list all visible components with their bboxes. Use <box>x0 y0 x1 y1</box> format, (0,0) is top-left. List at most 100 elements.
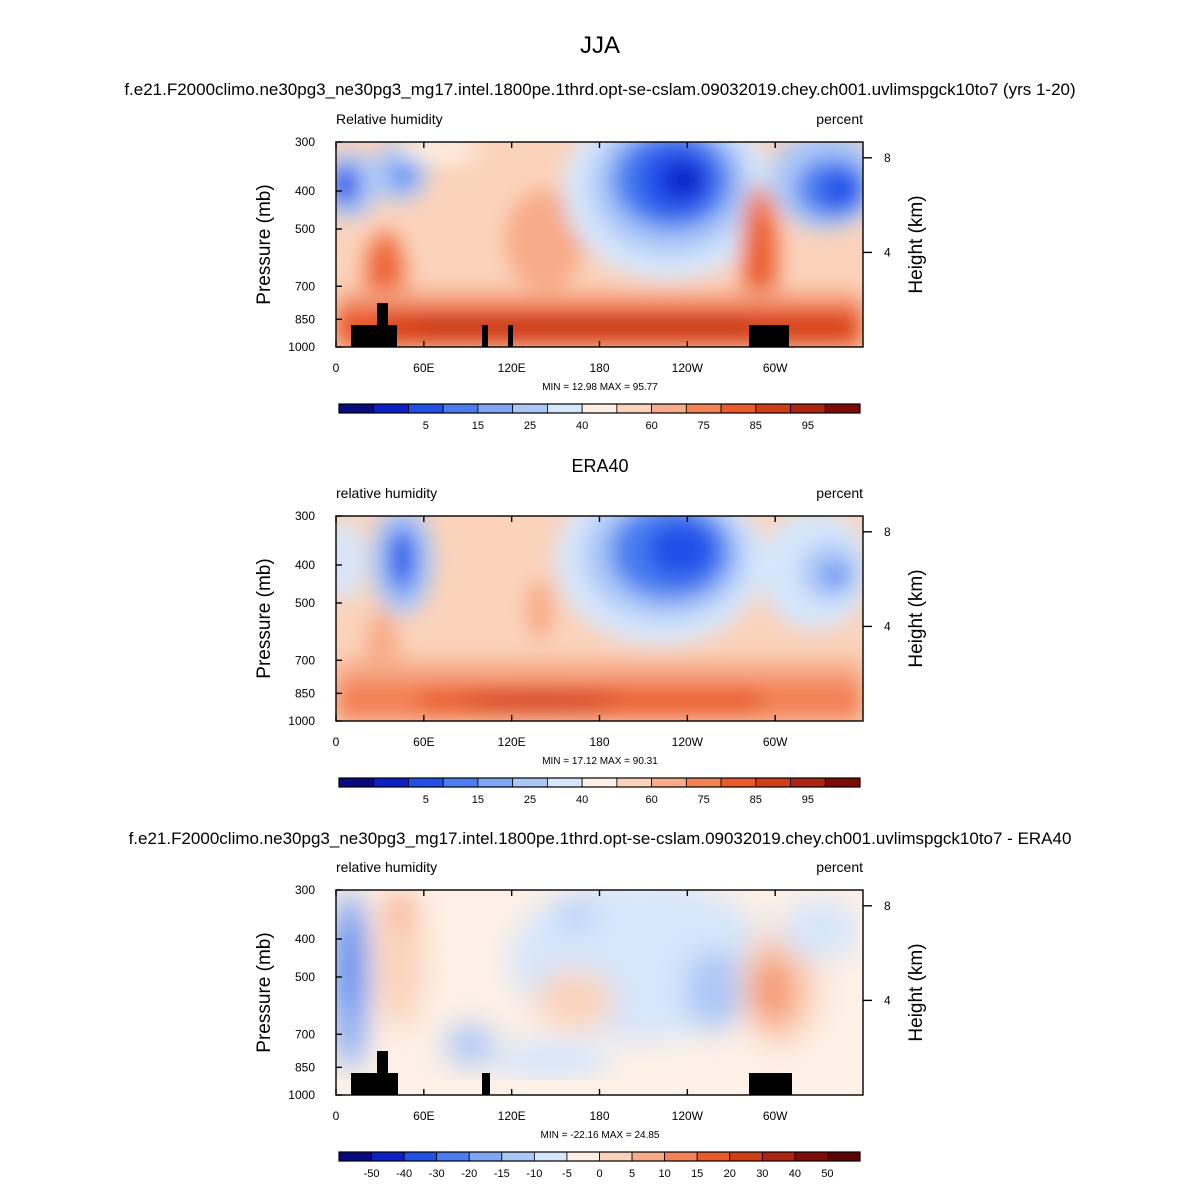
colorbar-box <box>477 403 514 414</box>
colorbar-label: -50 <box>364 1168 380 1180</box>
colorbar-label: 95 <box>802 420 814 432</box>
y-axis-label: Pressure (mb) <box>254 932 275 1052</box>
colorbar-box <box>794 1151 828 1162</box>
y2-tick-label: 8 <box>884 151 891 165</box>
y2-axis-label: Height (km) <box>906 943 927 1041</box>
colorbar-box <box>373 777 409 788</box>
colorbar-box <box>827 1151 861 1162</box>
panel1-variable-label: Relative humidity <box>336 111 443 127</box>
colorbar-box <box>371 1151 405 1162</box>
colorbar-box <box>477 777 514 788</box>
colorbar-box <box>685 403 722 414</box>
x-tick-label: 0 <box>333 1109 340 1123</box>
colorbar-box <box>512 403 548 414</box>
colorbar-label: 10 <box>659 1168 671 1180</box>
panel2-title: ERA40 <box>571 456 629 476</box>
colorbar-label: 40 <box>576 794 588 806</box>
y-tick-label: 700 <box>295 653 315 667</box>
x-tick-label: 120W <box>672 361 704 375</box>
panel1-axes: 0 60E 120E 180 120W 60W 300 400 500 700 850 1000 8 4 P… <box>254 135 927 393</box>
colorbar-box <box>581 403 618 414</box>
x-tick-label: 180 <box>589 735 609 749</box>
colorbar-box <box>755 777 791 788</box>
colorbar-box <box>442 777 479 788</box>
colorbar-box <box>338 1151 372 1162</box>
colorbar-label: 20 <box>724 1168 736 1180</box>
y-tick-label: 400 <box>295 558 315 572</box>
colorbar-frame <box>338 1151 861 1162</box>
y2-tick-label: 4 <box>884 245 891 259</box>
x-tick-label: 0 <box>333 361 340 375</box>
x-tick-label: 180 <box>589 1109 609 1123</box>
colorbar-box <box>338 777 375 788</box>
colorbar-box <box>761 1151 796 1162</box>
x-tick-label: 120W <box>672 735 704 749</box>
colorbar-box <box>547 403 583 414</box>
colorbar-label: 30 <box>756 1168 768 1180</box>
panel2-units-label: percent <box>816 485 863 501</box>
colorbar-box <box>790 777 826 788</box>
min-max-stats: MIN = 17.12 MAX = 90.31 <box>542 756 658 767</box>
colorbar-box <box>468 1151 503 1162</box>
y2-tick-label: 4 <box>884 619 891 633</box>
x-tick-label: 120E <box>498 1109 526 1123</box>
colorbar-label: 0 <box>596 1168 602 1180</box>
colorbar-box <box>729 1151 763 1162</box>
colorbar-box <box>566 1151 600 1162</box>
y2-axis-label: Height (km) <box>906 569 927 667</box>
x-tick-label: 60W <box>763 735 788 749</box>
panel2-axes: 0 60E 120E 180 120W 60W 300 400 500 700 850 1000 8 4 P… <box>254 509 927 767</box>
min-max-stats: MIN = 12.98 MAX = 95.77 <box>542 382 658 393</box>
y-tick-label: 300 <box>295 883 315 897</box>
colorbar-label: 50 <box>821 1168 833 1180</box>
colorbar-box <box>824 403 861 414</box>
y-tick-label: 850 <box>295 312 315 326</box>
y-axis-label: Pressure (mb) <box>254 184 275 304</box>
colorbar-label: 5 <box>423 794 429 806</box>
colorbar-label: 25 <box>524 794 536 806</box>
y2-tick-label: 8 <box>884 899 891 913</box>
y-tick-label: 500 <box>295 970 315 984</box>
panel1-field <box>336 142 863 347</box>
colorbar-label: -30 <box>429 1168 445 1180</box>
panel3-title: f.e21.F2000climo.ne30pg3_ne30pg3_mg17.in… <box>128 829 1072 848</box>
x-tick-label: 60W <box>763 361 788 375</box>
x-tick-label: 60E <box>413 1109 434 1123</box>
colorbar-box <box>599 1151 633 1162</box>
panel3-variable-label: relative humidity <box>336 859 438 875</box>
y-tick-label: 300 <box>295 509 315 523</box>
colorbar-label: 5 <box>423 420 429 432</box>
colorbar-box <box>720 403 757 414</box>
y-tick-label: 300 <box>295 135 315 149</box>
colorbar-box <box>755 403 791 414</box>
colorbar-label: -20 <box>461 1168 477 1180</box>
colorbar-box <box>501 1151 535 1162</box>
colorbar-box <box>338 403 375 414</box>
colorbar-box <box>408 403 444 414</box>
panel3-colorbar: -50 -40 -30 -20 -15 -10 -5 0 5 10 15 20 30 40 50 <box>338 1151 861 1180</box>
colorbar-box <box>651 403 687 414</box>
y-tick-label: 1000 <box>288 714 315 728</box>
y2-tick-label: 8 <box>884 525 891 539</box>
panel3-axes: 0 60E 120E 180 120W 60W 300 400 500 700 850 1000 8 4 P… <box>254 883 927 1141</box>
colorbar-box <box>442 403 479 414</box>
colorbar-label: 25 <box>524 420 536 432</box>
panel2-field <box>336 516 863 721</box>
x-tick-label: 60E <box>413 735 434 749</box>
x-tick-label: 0 <box>333 735 340 749</box>
y-tick-label: 700 <box>295 1027 315 1041</box>
colorbar-label: 15 <box>691 1168 703 1180</box>
figure-main-title: JJA <box>579 32 620 59</box>
y-tick-label: 1000 <box>288 1088 315 1102</box>
colorbar-frame <box>338 777 861 788</box>
y-tick-label: 850 <box>295 1060 315 1074</box>
x-tick-label: 60W <box>763 1109 788 1123</box>
colorbar-box <box>581 777 618 788</box>
colorbar-box <box>685 777 722 788</box>
colorbar-box <box>373 403 409 414</box>
y-tick-label: 500 <box>295 596 315 610</box>
colorbar-label: 40 <box>789 1168 801 1180</box>
x-tick-label: 120W <box>672 1109 704 1123</box>
panel1-colorbar: 5 15 25 40 60 75 85 95 <box>338 403 861 432</box>
